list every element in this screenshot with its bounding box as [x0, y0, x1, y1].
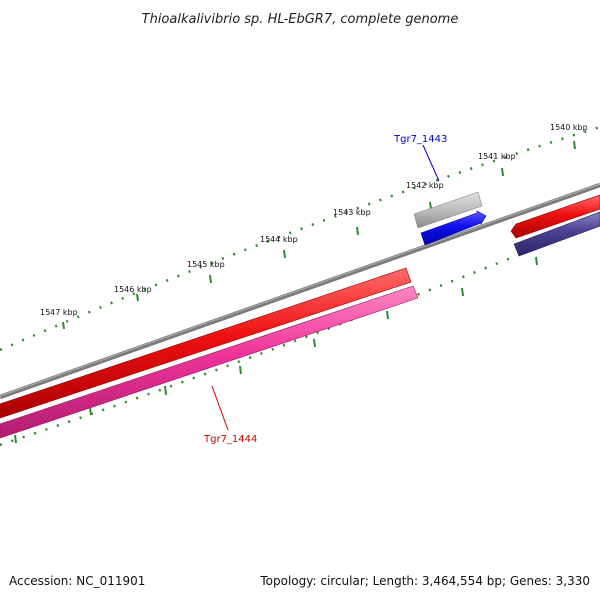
- leader-line-tgr7-1443: [422, 144, 440, 182]
- tick-label-1542: 1542 kbp: [406, 181, 444, 190]
- gene-label-tgr7-1444[interactable]: Tgr7_1444: [203, 434, 257, 445]
- gray-feature[interactable]: [413, 191, 483, 229]
- reverse-cds-pink[interactable]: [0, 285, 419, 439]
- reverse-cds-navy[interactable]: [513, 211, 600, 257]
- tick-label-1541: 1541 kbp: [478, 152, 516, 161]
- outer-major-ticks: [62, 140, 576, 330]
- inner-major-ticks: [14, 256, 538, 444]
- leader-line-tgr7-1444: [211, 385, 229, 431]
- tick-label-1544: 1544 kbp: [260, 235, 298, 244]
- blue-cds-arrow[interactable]: [420, 210, 487, 246]
- forward-cds-red-left[interactable]: [0, 267, 412, 419]
- genome-summary-text: Topology: circular; Length: 3,464,554 bp…: [260, 574, 590, 588]
- tick-label-1545: 1545 kbp: [187, 260, 225, 269]
- map-title: Thioalkalivibrio sp. HL-EbGR7, complete …: [142, 12, 459, 27]
- tick-label-1547: 1547 kbp: [40, 308, 78, 317]
- genome-backbone: [0, 182, 600, 400]
- forward-cds-red-right[interactable]: [510, 194, 600, 239]
- accession-text: Accession: NC_011901: [9, 574, 146, 588]
- tick-label-1543: 1543 kbp: [333, 208, 371, 217]
- tick-label-1540: 1540 kbp: [550, 123, 588, 132]
- genome-backbone-highlight: [0, 183, 600, 397]
- gene-label-tgr7-1443[interactable]: Tgr7_1443: [393, 134, 447, 145]
- tick-label-1546: 1546 kbp: [114, 285, 152, 294]
